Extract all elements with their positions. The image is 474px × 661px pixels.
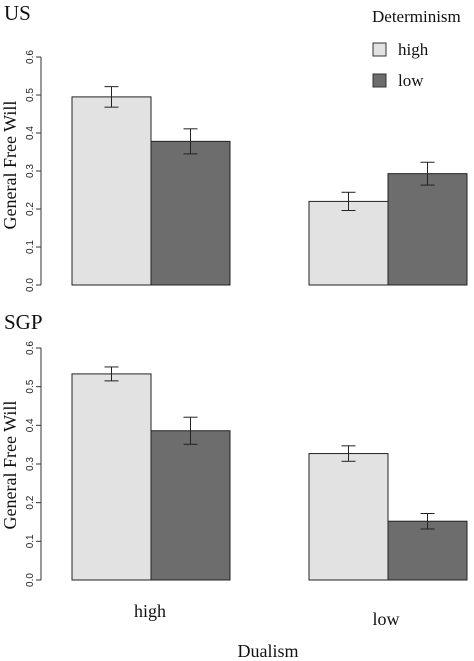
y-tick-label: 0.2 <box>25 495 36 509</box>
y-tick-label: 0.5 <box>25 379 36 393</box>
legend-title: Determinism <box>372 7 461 26</box>
y-tick-label: 0.3 <box>25 164 36 178</box>
panel-title-us: US <box>4 1 31 25</box>
bar-low-low <box>387 520 468 581</box>
y-tick-label: 0.1 <box>25 240 36 254</box>
error-bar-low-high <box>341 191 356 212</box>
bar-low-low <box>387 173 468 286</box>
y-tick-label: 0.0 <box>25 573 36 587</box>
bar-low-high <box>308 453 389 581</box>
error-bar-high-low <box>183 128 198 155</box>
y-tick-label: 0.2 <box>25 202 36 216</box>
chart-panel-us: 0.0 0.1 0.2 0.3 0.4 0.5 0.6 <box>25 50 468 292</box>
bar-high-low <box>150 430 231 581</box>
y-tick-label: 0.6 <box>25 50 36 64</box>
y-axis-label-us: General Free Will <box>0 101 20 230</box>
error-bar-high-high <box>104 366 119 382</box>
y-tick-label: 0.1 <box>25 534 36 548</box>
bar-high-high <box>71 96 152 286</box>
legend-swatch-low <box>372 73 387 88</box>
y-tick-label: 0.4 <box>25 418 36 432</box>
x-axis-label: Dualism <box>238 641 299 661</box>
y-tick-label: 0.4 <box>25 126 36 140</box>
error-bar-low-low <box>420 161 435 186</box>
y-tick-label: 0.0 <box>25 278 36 292</box>
category-label-high: high <box>134 601 166 621</box>
bar-low-high <box>308 200 389 286</box>
bar-high-high <box>71 373 152 581</box>
y-axis-label-sgp: General Free Will <box>0 401 20 530</box>
panel-title-sgp: SGP <box>4 310 43 334</box>
legend-label-low: low <box>398 71 424 90</box>
legend-label-high: high <box>398 40 429 59</box>
y-tick-label: 0.3 <box>25 457 36 471</box>
error-bar-low-low <box>420 512 435 530</box>
y-tick-label: 0.5 <box>25 88 36 102</box>
y-tick-label: 0.6 <box>25 341 36 355</box>
error-bar-high-high <box>104 86 119 108</box>
legend: Determinism high low <box>372 7 461 90</box>
error-bar-low-high <box>341 445 356 462</box>
bar-high-low <box>150 140 231 286</box>
legend-swatch-high <box>372 42 387 57</box>
error-bar-high-low <box>183 416 198 445</box>
chart-panel-sgp: 0.0 0.1 0.2 0.3 0.4 0.5 0.6 <box>25 341 468 587</box>
category-label-low: low <box>373 609 400 629</box>
